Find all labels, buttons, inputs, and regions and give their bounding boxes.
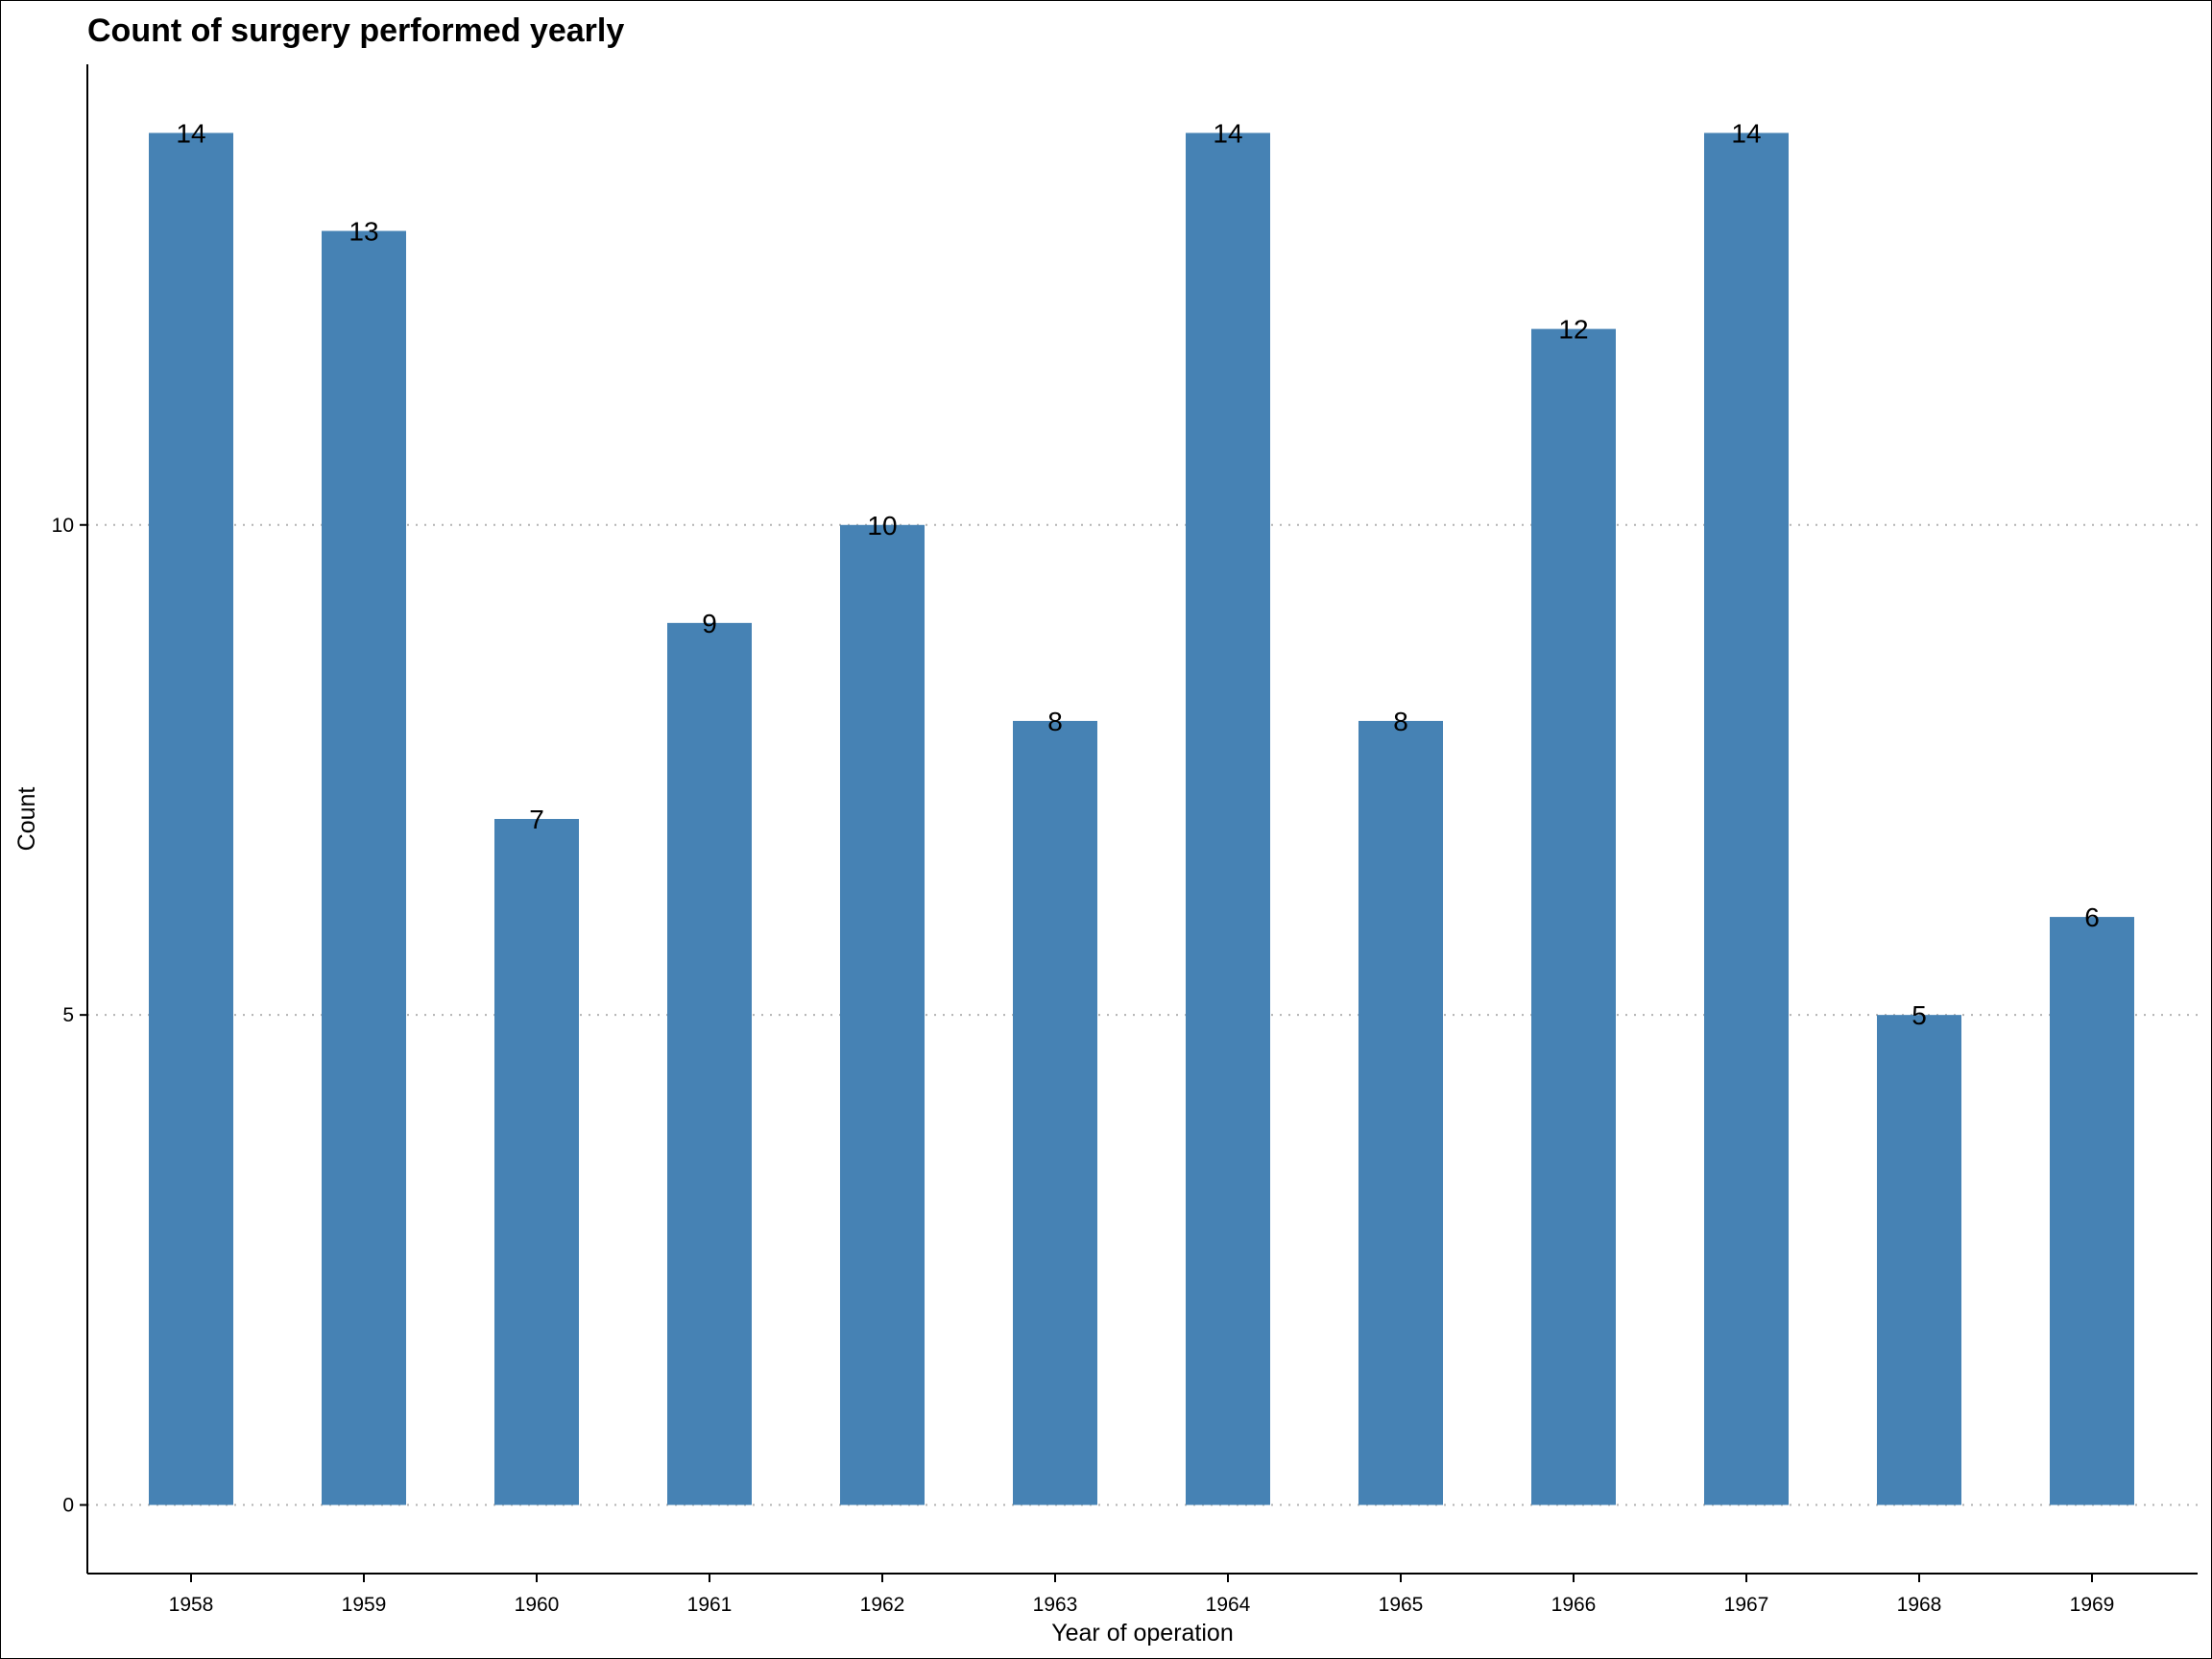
x-tick-label-1959: 1959 [342,1594,387,1616]
x-tick-label-1966: 1966 [1551,1594,1597,1616]
data-label-1961: 9 [702,609,717,638]
x-tick-label-1969: 1969 [2070,1594,2115,1616]
bar-1960 [494,819,579,1505]
bar-1964 [1186,132,1270,1505]
x-tick-label-1958: 1958 [169,1594,214,1616]
x-tick-label-1963: 1963 [1033,1594,1078,1616]
bar-1966 [1531,328,1616,1505]
y-axis-title: Count [13,787,40,852]
data-label-1959: 13 [349,217,378,247]
data-label-1967: 14 [1731,118,1761,148]
bar-1967 [1704,132,1789,1505]
data-label-1964: 14 [1213,118,1242,148]
x-tick-label-1967: 1967 [1724,1594,1769,1616]
data-label-1962: 10 [867,511,897,541]
bar-1963 [1013,720,1097,1505]
bar-1959 [322,230,406,1505]
x-tick-label-1964: 1964 [1206,1594,1251,1616]
data-label-1966: 12 [1558,315,1588,345]
data-labels: 14 13 7 9 10 8 14 8 12 14 5 6 [176,118,2099,1030]
bar-1958 [149,132,233,1505]
bar-1962 [840,524,925,1505]
x-tick-label-1960: 1960 [515,1594,560,1616]
bar-1969 [2050,917,2134,1505]
bars [149,132,2134,1505]
x-tick-label-1961: 1961 [687,1594,733,1616]
data-label-1969: 6 [2084,902,2100,932]
y-axis-ticks: 0 5 10 [52,515,87,1517]
x-tick-label-1968: 1968 [1897,1594,1942,1616]
data-label-1963: 8 [1047,707,1063,736]
y-tick-label-0: 0 [62,1495,74,1517]
data-label-1958: 14 [176,118,205,148]
x-axis-ticks: 1958 1959 1960 1961 1962 1963 1964 1965 1966 1967… [169,1574,2115,1616]
bar-1961 [667,622,752,1505]
bar-1965 [1358,720,1443,1505]
y-tick-label-10: 10 [52,515,74,537]
x-axis-title: Year of operation [1051,1620,1234,1647]
chart-title: Count of surgery performed yearly [87,12,624,49]
gridlines [87,523,2198,1506]
bar-1968 [1877,1015,1961,1505]
data-label-1960: 7 [529,805,544,834]
x-tick-label-1965: 1965 [1379,1594,1424,1616]
y-tick-label-5: 5 [62,1004,74,1026]
x-tick-label-1962: 1962 [860,1594,905,1616]
data-label-1968: 5 [1911,1000,1927,1030]
data-label-1965: 8 [1393,707,1408,736]
